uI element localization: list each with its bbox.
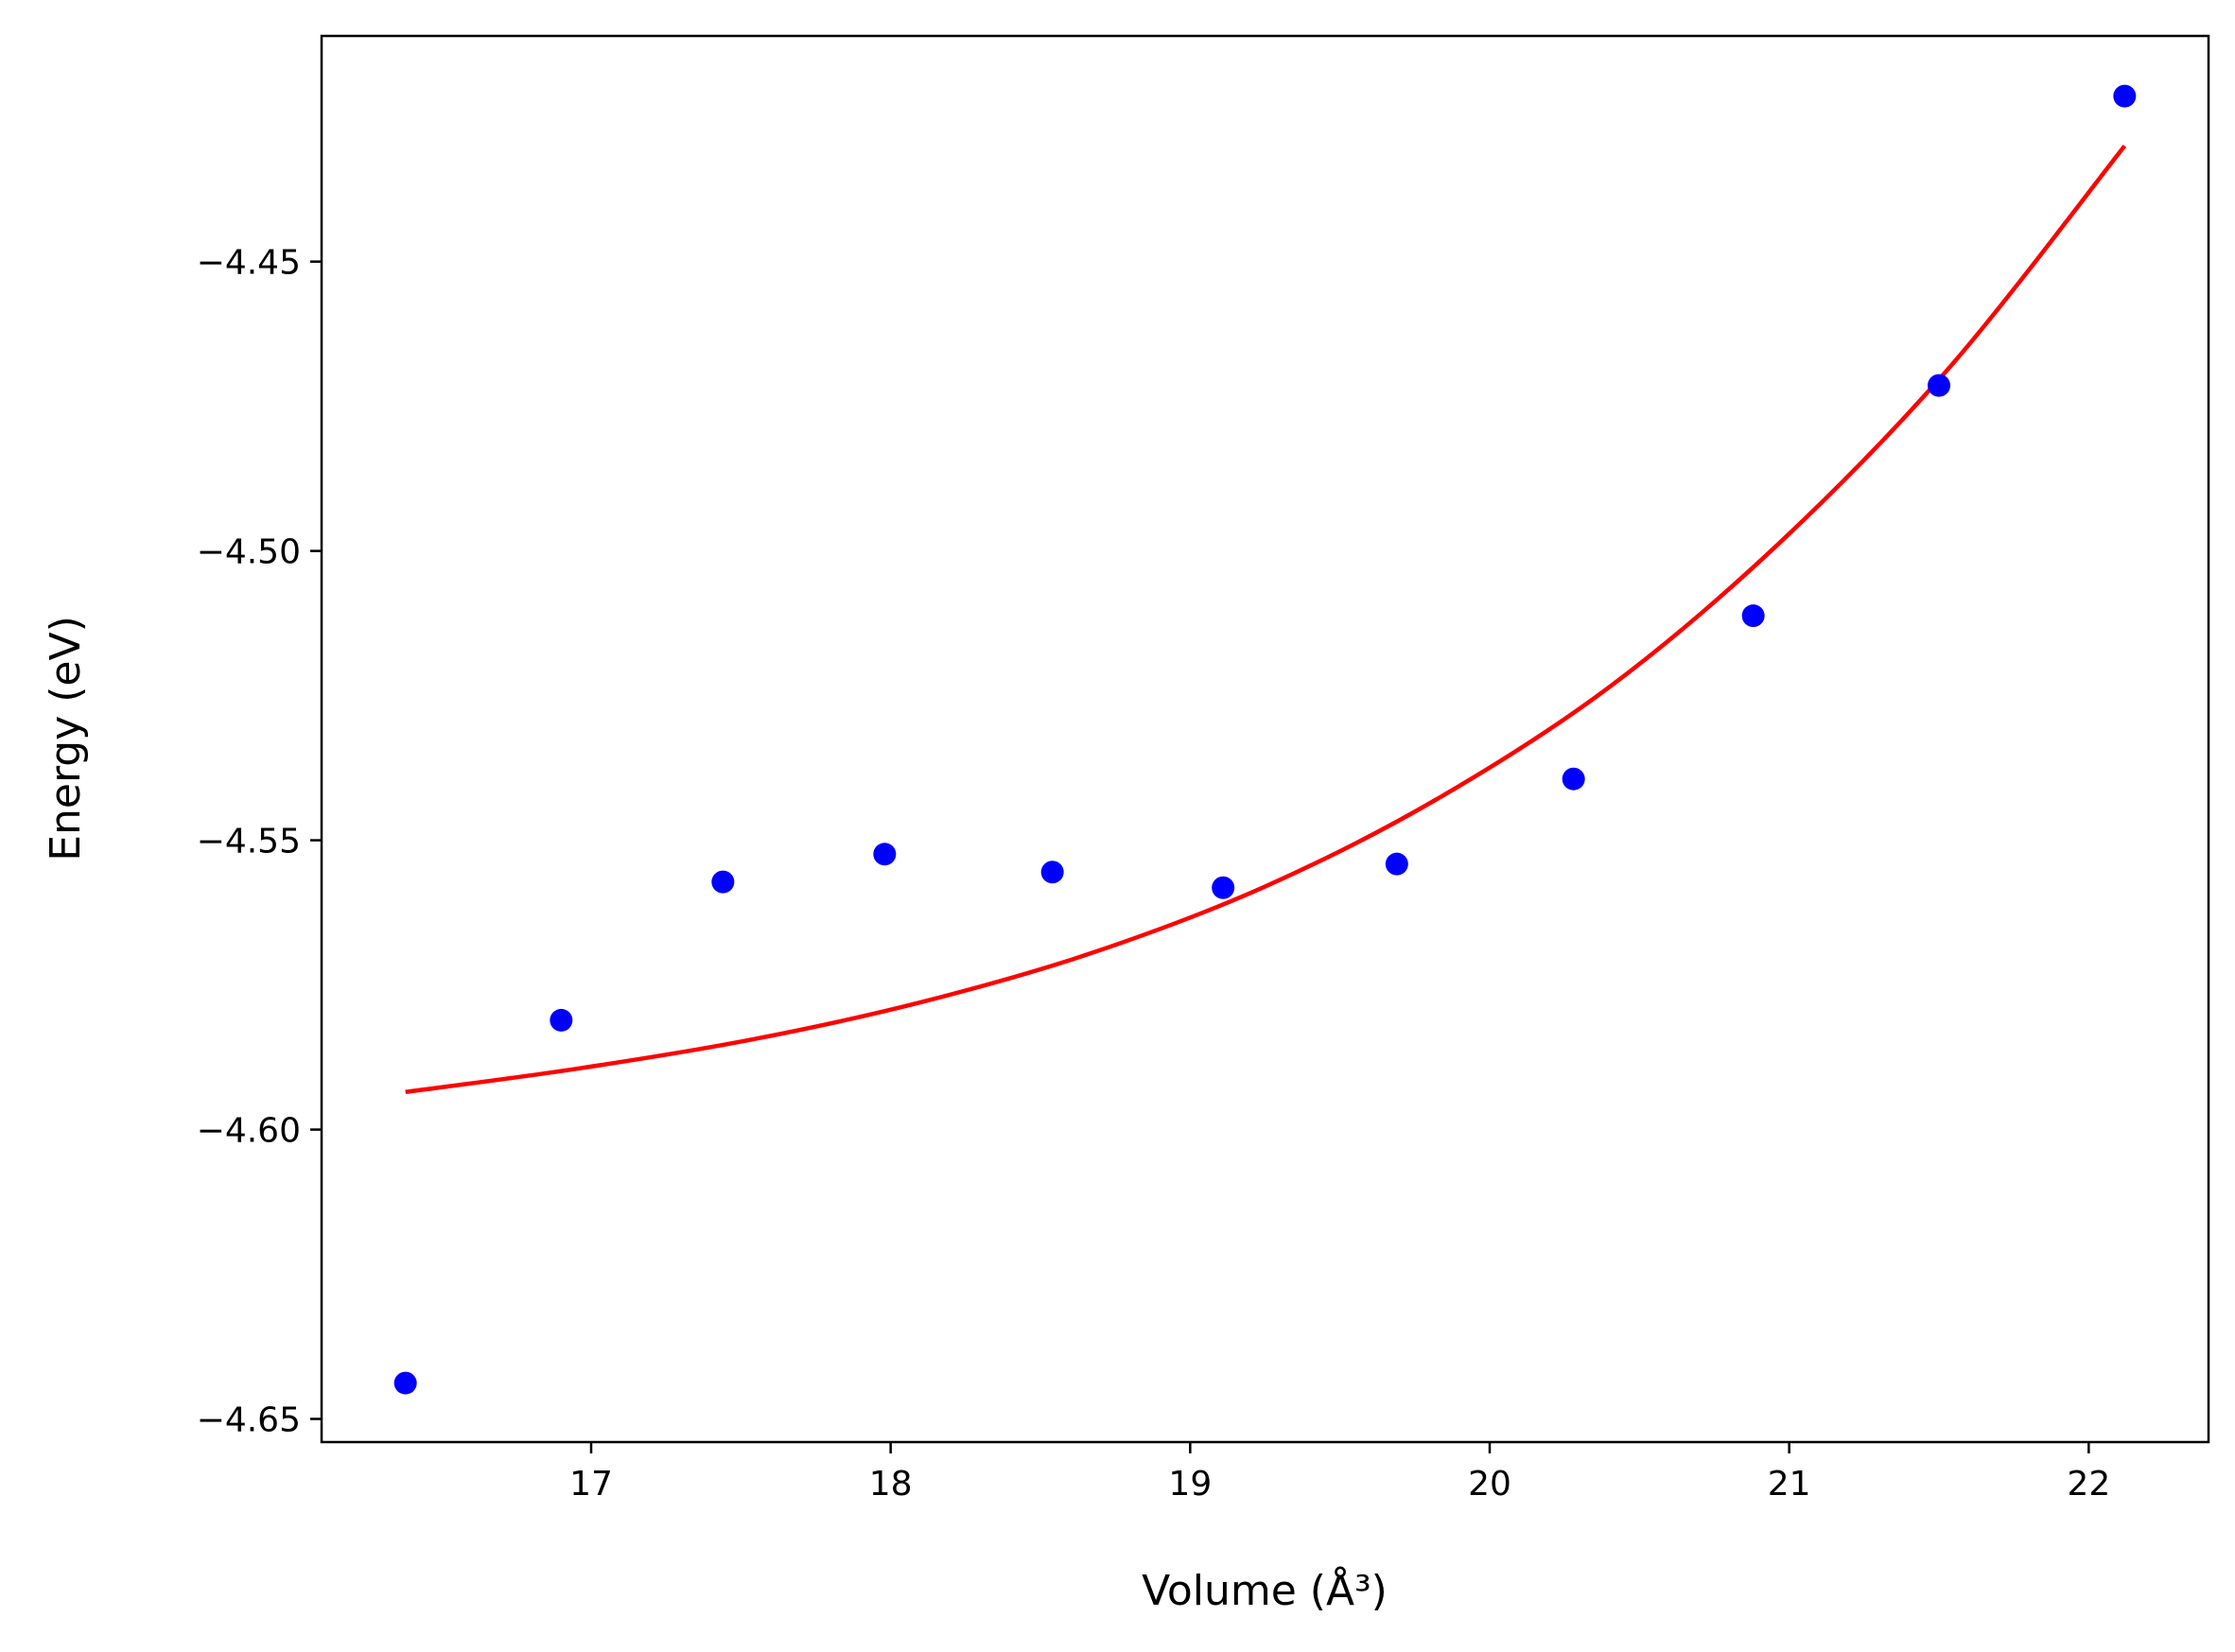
data-point bbox=[393, 1371, 417, 1395]
x-tick-label: 17 bbox=[569, 1465, 613, 1504]
y-tick-label: −4.65 bbox=[197, 1401, 301, 1440]
data-point bbox=[711, 870, 735, 894]
data-point bbox=[1562, 767, 1585, 791]
y-tick-label: −4.60 bbox=[197, 1112, 301, 1151]
data-point bbox=[873, 843, 897, 866]
fit-curve bbox=[405, 144, 2127, 1095]
x-axis-label: Volume (Å³) bbox=[1142, 1565, 1388, 1615]
y-tick-label: −4.50 bbox=[197, 533, 301, 572]
x-axis-ticks: 17 18 19 20 21 22 bbox=[569, 1442, 2110, 1504]
y-axis-ticks: −4.45 −4.50 −4.55 −4.60 −4.65 bbox=[197, 244, 322, 1440]
data-point bbox=[2113, 84, 2137, 108]
data-point bbox=[550, 1008, 573, 1032]
x-tick-label: 22 bbox=[2067, 1465, 2110, 1504]
x-tick-label: 21 bbox=[1768, 1465, 1811, 1504]
y-axis-label: Energy (eV) bbox=[42, 616, 90, 861]
x-tick-label: 18 bbox=[869, 1465, 913, 1504]
data-point bbox=[1212, 876, 1235, 899]
y-tick-label: −4.45 bbox=[197, 244, 301, 283]
data-point bbox=[1741, 604, 1765, 628]
series-layer bbox=[393, 84, 2137, 1395]
data-point bbox=[1040, 861, 1064, 884]
x-tick-label: 20 bbox=[1468, 1465, 1511, 1504]
data-point bbox=[1385, 852, 1408, 876]
plot-frame bbox=[320, 34, 2210, 1444]
y-tick-label: −4.55 bbox=[197, 823, 301, 861]
data-point bbox=[1928, 374, 1950, 397]
x-tick-label: 19 bbox=[1168, 1465, 1212, 1504]
